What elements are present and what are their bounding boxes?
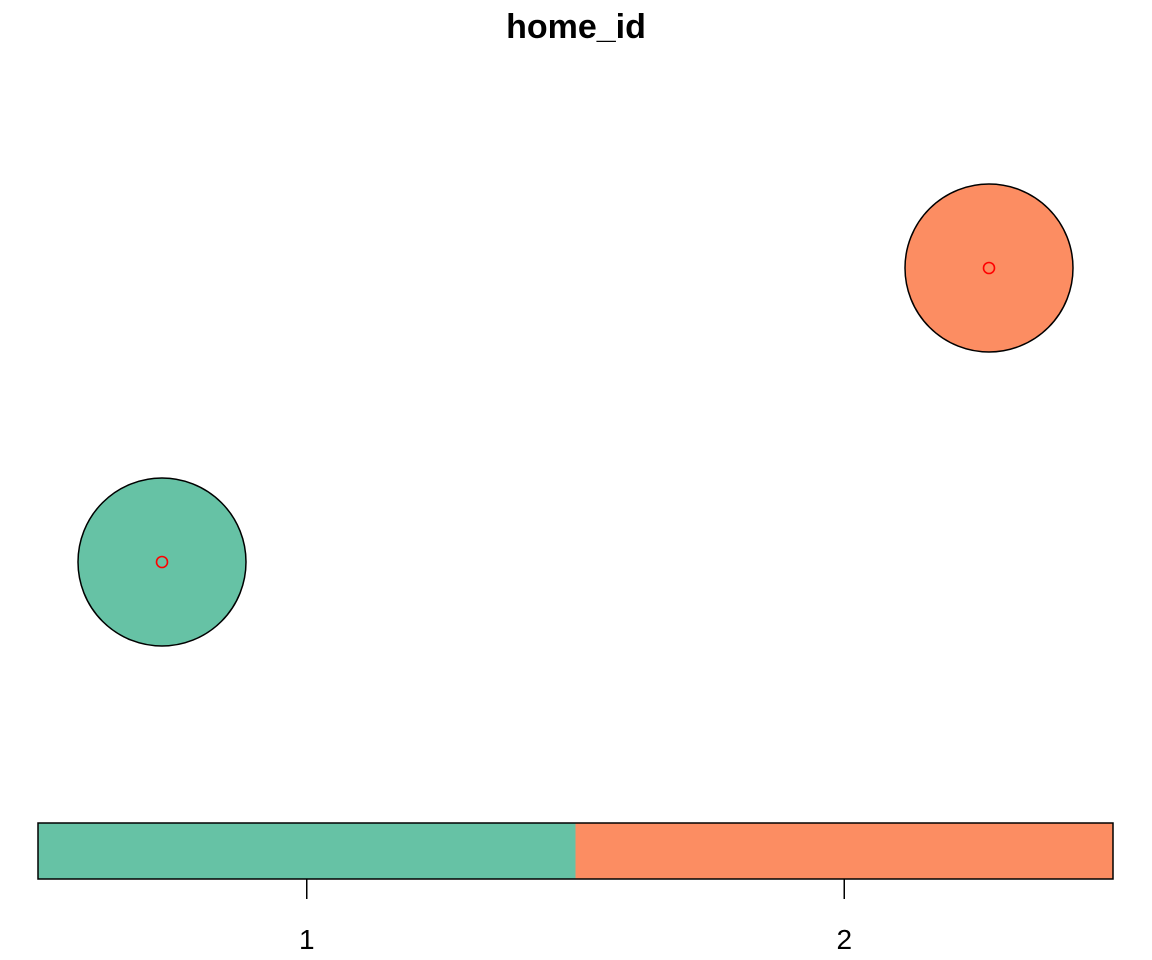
legend-tick-label-2: 2 (836, 924, 852, 955)
legend-segments (38, 823, 1113, 879)
legend-segment-2 (575, 823, 1113, 879)
legend-tick-label-1: 1 (299, 924, 315, 955)
legend-segment-1 (38, 823, 576, 879)
legend-frame (37, 822, 1114, 880)
features-layer (77, 183, 1074, 647)
chart-title: home_id (506, 8, 646, 46)
feature-1-polygon (77, 477, 247, 647)
feature-2-point (982, 261, 996, 275)
feature-1-point (155, 555, 169, 569)
feature-2-polygon (904, 183, 1074, 353)
